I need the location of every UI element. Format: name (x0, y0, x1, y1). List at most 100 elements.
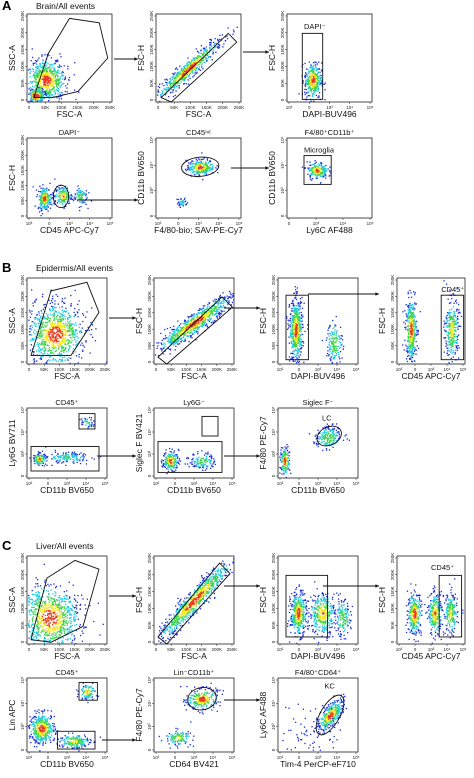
plot-frame (278, 678, 358, 752)
y-tick-label: 10³ (280, 187, 285, 194)
y-tick-label: 100K (20, 603, 25, 614)
y-tick-label: 0 (390, 360, 395, 363)
y-tick-label: 150K (390, 586, 395, 597)
y-tick-label: 100K (280, 61, 285, 72)
y-tick-label: 10³ (271, 450, 276, 457)
x-tick-label: 10⁵ (353, 481, 360, 486)
x-tick-label: 10⁵ (367, 221, 374, 226)
plot-frame (287, 14, 372, 102)
x-tick-label: 0 (155, 367, 158, 372)
y-tick-label: 150K (390, 308, 395, 319)
y-tick-label: 10⁵ (280, 136, 285, 143)
y-tick-label: 50K (390, 621, 395, 629)
y-tick-label: 150K (147, 586, 152, 597)
x-tick-label: 0 (28, 647, 31, 652)
y-tick-label: 0 (271, 474, 276, 477)
panel-letter: A (2, 0, 12, 13)
y-tick-label: 10⁴ (147, 700, 152, 707)
plot-title: F4/80⁺CD64⁺ (295, 668, 341, 677)
y-tick-label: 10³ (147, 723, 152, 730)
panel-letter: B (2, 260, 11, 275)
y-tick-label: 10⁵ (20, 406, 25, 413)
y-axis-label: SSC-A (7, 308, 17, 334)
y-tick-label: 50K (20, 79, 25, 87)
y-tick-label: 10³ (149, 187, 154, 194)
y-tick-label: 200K (390, 570, 395, 581)
y-tick-label: 250K (271, 553, 276, 564)
y-tick-label: 250K (20, 275, 25, 286)
plot-title: Ly6G⁻ (183, 398, 205, 407)
y-tick-label: 10⁴ (280, 162, 285, 169)
y-tick-label: 0 (271, 640, 276, 643)
y-tick-label: 250K (147, 553, 152, 564)
y-tick-label: 200K (147, 570, 152, 581)
y-tick-label: 0 (20, 640, 25, 643)
x-tick-label: 10⁵ (229, 481, 236, 486)
plot-title: Lin⁻CD11b⁺ (174, 668, 215, 677)
y-tick-label: 250K (280, 11, 285, 22)
section-title: Liver/All events (36, 541, 94, 551)
y-tick-label: 0 (20, 98, 25, 101)
x-tick-label: 200K (85, 647, 96, 652)
plot-title: CD45ⁱⁿᵗ (186, 128, 211, 137)
x-tick-label: 50K (41, 105, 49, 110)
y-tick-label: 150K (271, 586, 276, 597)
x-tick-label: 10² (26, 755, 33, 760)
y-tick-label: 50K (20, 342, 25, 350)
plot-frame (278, 278, 358, 364)
y-tick-label: 100K (20, 324, 25, 335)
x-tick-label: 10⁵ (107, 221, 114, 226)
x-tick-label: 10⁵ (102, 481, 109, 486)
y-tick-label: 200K (20, 570, 25, 581)
x-tick-label: 0 (155, 647, 158, 652)
x-axis-label: Tim-4 PerCP-eF710 (280, 759, 356, 769)
y-tick-label: 250K (20, 135, 25, 146)
y-tick-label: 10⁵ (271, 406, 276, 413)
x-tick-label: 10⁵ (229, 755, 236, 760)
y-tick-label: 50K (280, 79, 285, 87)
x-tick-label: 10⁵ (367, 105, 374, 110)
y-tick-label: 10⁵ (20, 676, 25, 683)
y-tick-label: 0 (147, 360, 152, 363)
x-axis-label: Ly6C AF488 (306, 225, 353, 235)
y-tick-label: 100K (271, 324, 276, 335)
x-tick-label: 250K (105, 105, 116, 110)
x-axis-label: FSC-A (181, 371, 207, 381)
gate-label: KC (324, 681, 335, 690)
y-tick-label: 50K (271, 621, 276, 629)
y-tick-label: 150K (20, 165, 25, 176)
y-tick-label: 10⁴ (20, 428, 25, 435)
x-tick-label: 10² (153, 481, 160, 486)
y-tick-label: 0 (20, 360, 25, 363)
x-tick-label: 10⁵ (460, 647, 467, 652)
y-tick-label: 0 (147, 474, 152, 477)
y-axis-label: Lin APC (7, 700, 17, 731)
x-tick-label: 10³ (277, 647, 284, 652)
y-tick-label: 0 (149, 98, 154, 101)
y-tick-label: 10³ (20, 723, 25, 730)
y-tick-label: 10⁵ (147, 406, 152, 413)
x-tick-label: 200K (212, 367, 223, 372)
gate-label: LC (322, 414, 332, 423)
y-axis-label: SSC-A (7, 45, 17, 71)
x-tick-label: 10⁵ (460, 367, 467, 372)
x-tick-label: 50K (167, 367, 175, 372)
plot-frame (154, 678, 234, 752)
x-tick-label: 50K (40, 647, 48, 652)
panel-letter: C (2, 538, 12, 553)
x-tick-label: 10³ (286, 105, 293, 110)
y-axis-label: FSC-H (7, 165, 17, 191)
x-axis-label: F4/80-bio; SAV-PE-Cy7 (154, 225, 243, 235)
x-axis-label: CD11b BV650 (40, 485, 94, 495)
y-tick-label: 150K (20, 44, 25, 55)
plot-title: CD45⁺ (55, 398, 78, 407)
x-axis-label: CD64 BV421 (169, 759, 219, 769)
